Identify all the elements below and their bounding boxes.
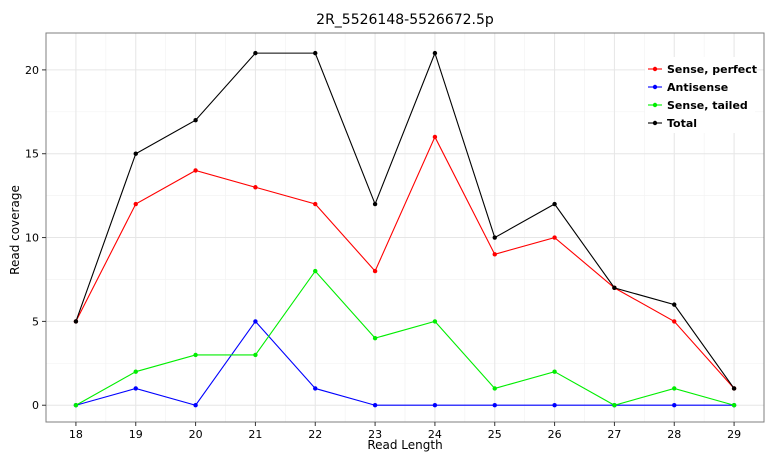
series-line-antisense: [75, 320, 735, 406]
legend-label: Sense, perfect: [667, 63, 757, 76]
data-point-sense-tailed: [372, 335, 378, 341]
data-point-total: [612, 285, 617, 291]
y-axis-title: Read coverage: [8, 185, 22, 275]
data-point-antisense: [133, 386, 138, 391]
x-tick-label: 26: [548, 428, 562, 441]
series-line-total: [75, 51, 735, 389]
data-point-sense-perfect: [372, 268, 378, 274]
y-tick-label: 0: [32, 399, 39, 412]
data-point-total: [492, 235, 497, 240]
legend-swatch-point: [652, 120, 658, 126]
data-point-antisense: [492, 403, 497, 408]
x-tick-label: 19: [129, 428, 143, 441]
y-tick-label: 5: [32, 315, 39, 328]
x-tick-label: 23: [368, 428, 382, 441]
data-point-sense-perfect: [313, 201, 318, 207]
data-point-total: [193, 117, 198, 123]
data-point-total: [672, 302, 677, 307]
legend-swatch-point: [652, 84, 658, 90]
x-tick-label: 22: [308, 428, 322, 441]
plot-panel: [45, 32, 765, 423]
data-point-sense-perfect: [672, 319, 677, 324]
series-line-sense-tailed: [75, 270, 735, 406]
data-point-sense-perfect: [133, 201, 138, 207]
data-point-sense-tailed: [313, 268, 318, 274]
data-point-total: [133, 151, 138, 156]
grid: [46, 33, 764, 422]
axes: 18 19 20 21 22 23 24 25 26 27 28 29 0 5 10 15 20: [25, 64, 741, 441]
x-tick-label: 29: [727, 428, 741, 441]
x-tick-label: 20: [189, 428, 203, 441]
data-point-antisense: [313, 386, 318, 391]
data-point-sense-tailed: [672, 386, 677, 391]
data-point-total: [73, 319, 79, 324]
data-point-sense-perfect: [253, 185, 258, 190]
x-tick-label: 28: [667, 428, 681, 441]
data-point-sense-tailed: [253, 352, 258, 358]
data-point-sense-tailed: [432, 319, 438, 324]
y-tick-label: 20: [25, 64, 39, 77]
data-point-sense-perfect: [552, 235, 557, 240]
x-tick-label: 21: [248, 428, 262, 441]
data-point-total: [372, 201, 378, 207]
data-point-total: [253, 50, 258, 56]
data-point-antisense: [672, 403, 677, 408]
data-point-sense-tailed: [193, 352, 198, 358]
data-point-sense-tailed: [612, 403, 617, 408]
data-point-antisense: [552, 403, 557, 408]
data-point-antisense: [193, 403, 198, 408]
data-point-total: [731, 386, 737, 391]
data-point-sense-tailed: [492, 386, 497, 391]
x-axis-title: Read Length: [367, 438, 442, 452]
x-tick-label: 25: [488, 428, 502, 441]
x-tick-label: 18: [69, 428, 83, 441]
data-point-sense-tailed: [731, 403, 737, 408]
x-tick-label: 27: [607, 428, 621, 441]
y-tick-label: 15: [25, 148, 39, 161]
data-point-sense-tailed: [552, 369, 557, 374]
data-point-sense-perfect: [432, 134, 438, 140]
series-line-sense-perfect: [75, 135, 735, 389]
chart-title: 2R_5526148-5526672.5p: [316, 12, 494, 28]
data-point-sense-tailed: [73, 403, 79, 408]
data-point-sense-perfect: [193, 168, 198, 173]
series-layer: [73, 50, 737, 408]
legend: Sense, perfect Antisense Sense, tailed Tota…: [645, 57, 757, 133]
data-point-antisense: [253, 319, 258, 324]
data-point-total: [313, 50, 318, 56]
data-point-sense-perfect: [492, 252, 497, 257]
legend-label: Sense, tailed: [667, 99, 748, 112]
legend-label: Antisense: [667, 81, 728, 94]
data-point-antisense: [372, 403, 378, 408]
legend-swatch-point: [652, 66, 658, 72]
y-tick-label: 10: [25, 232, 39, 245]
data-point-antisense: [432, 403, 438, 408]
x-tick-label: 24: [428, 428, 442, 441]
data-point-sense-tailed: [133, 369, 138, 374]
legend-label: Total: [667, 117, 697, 130]
legend-box: [645, 57, 755, 133]
legend-swatch-point: [652, 102, 658, 108]
data-point-total: [432, 50, 438, 56]
data-point-total: [552, 201, 557, 207]
